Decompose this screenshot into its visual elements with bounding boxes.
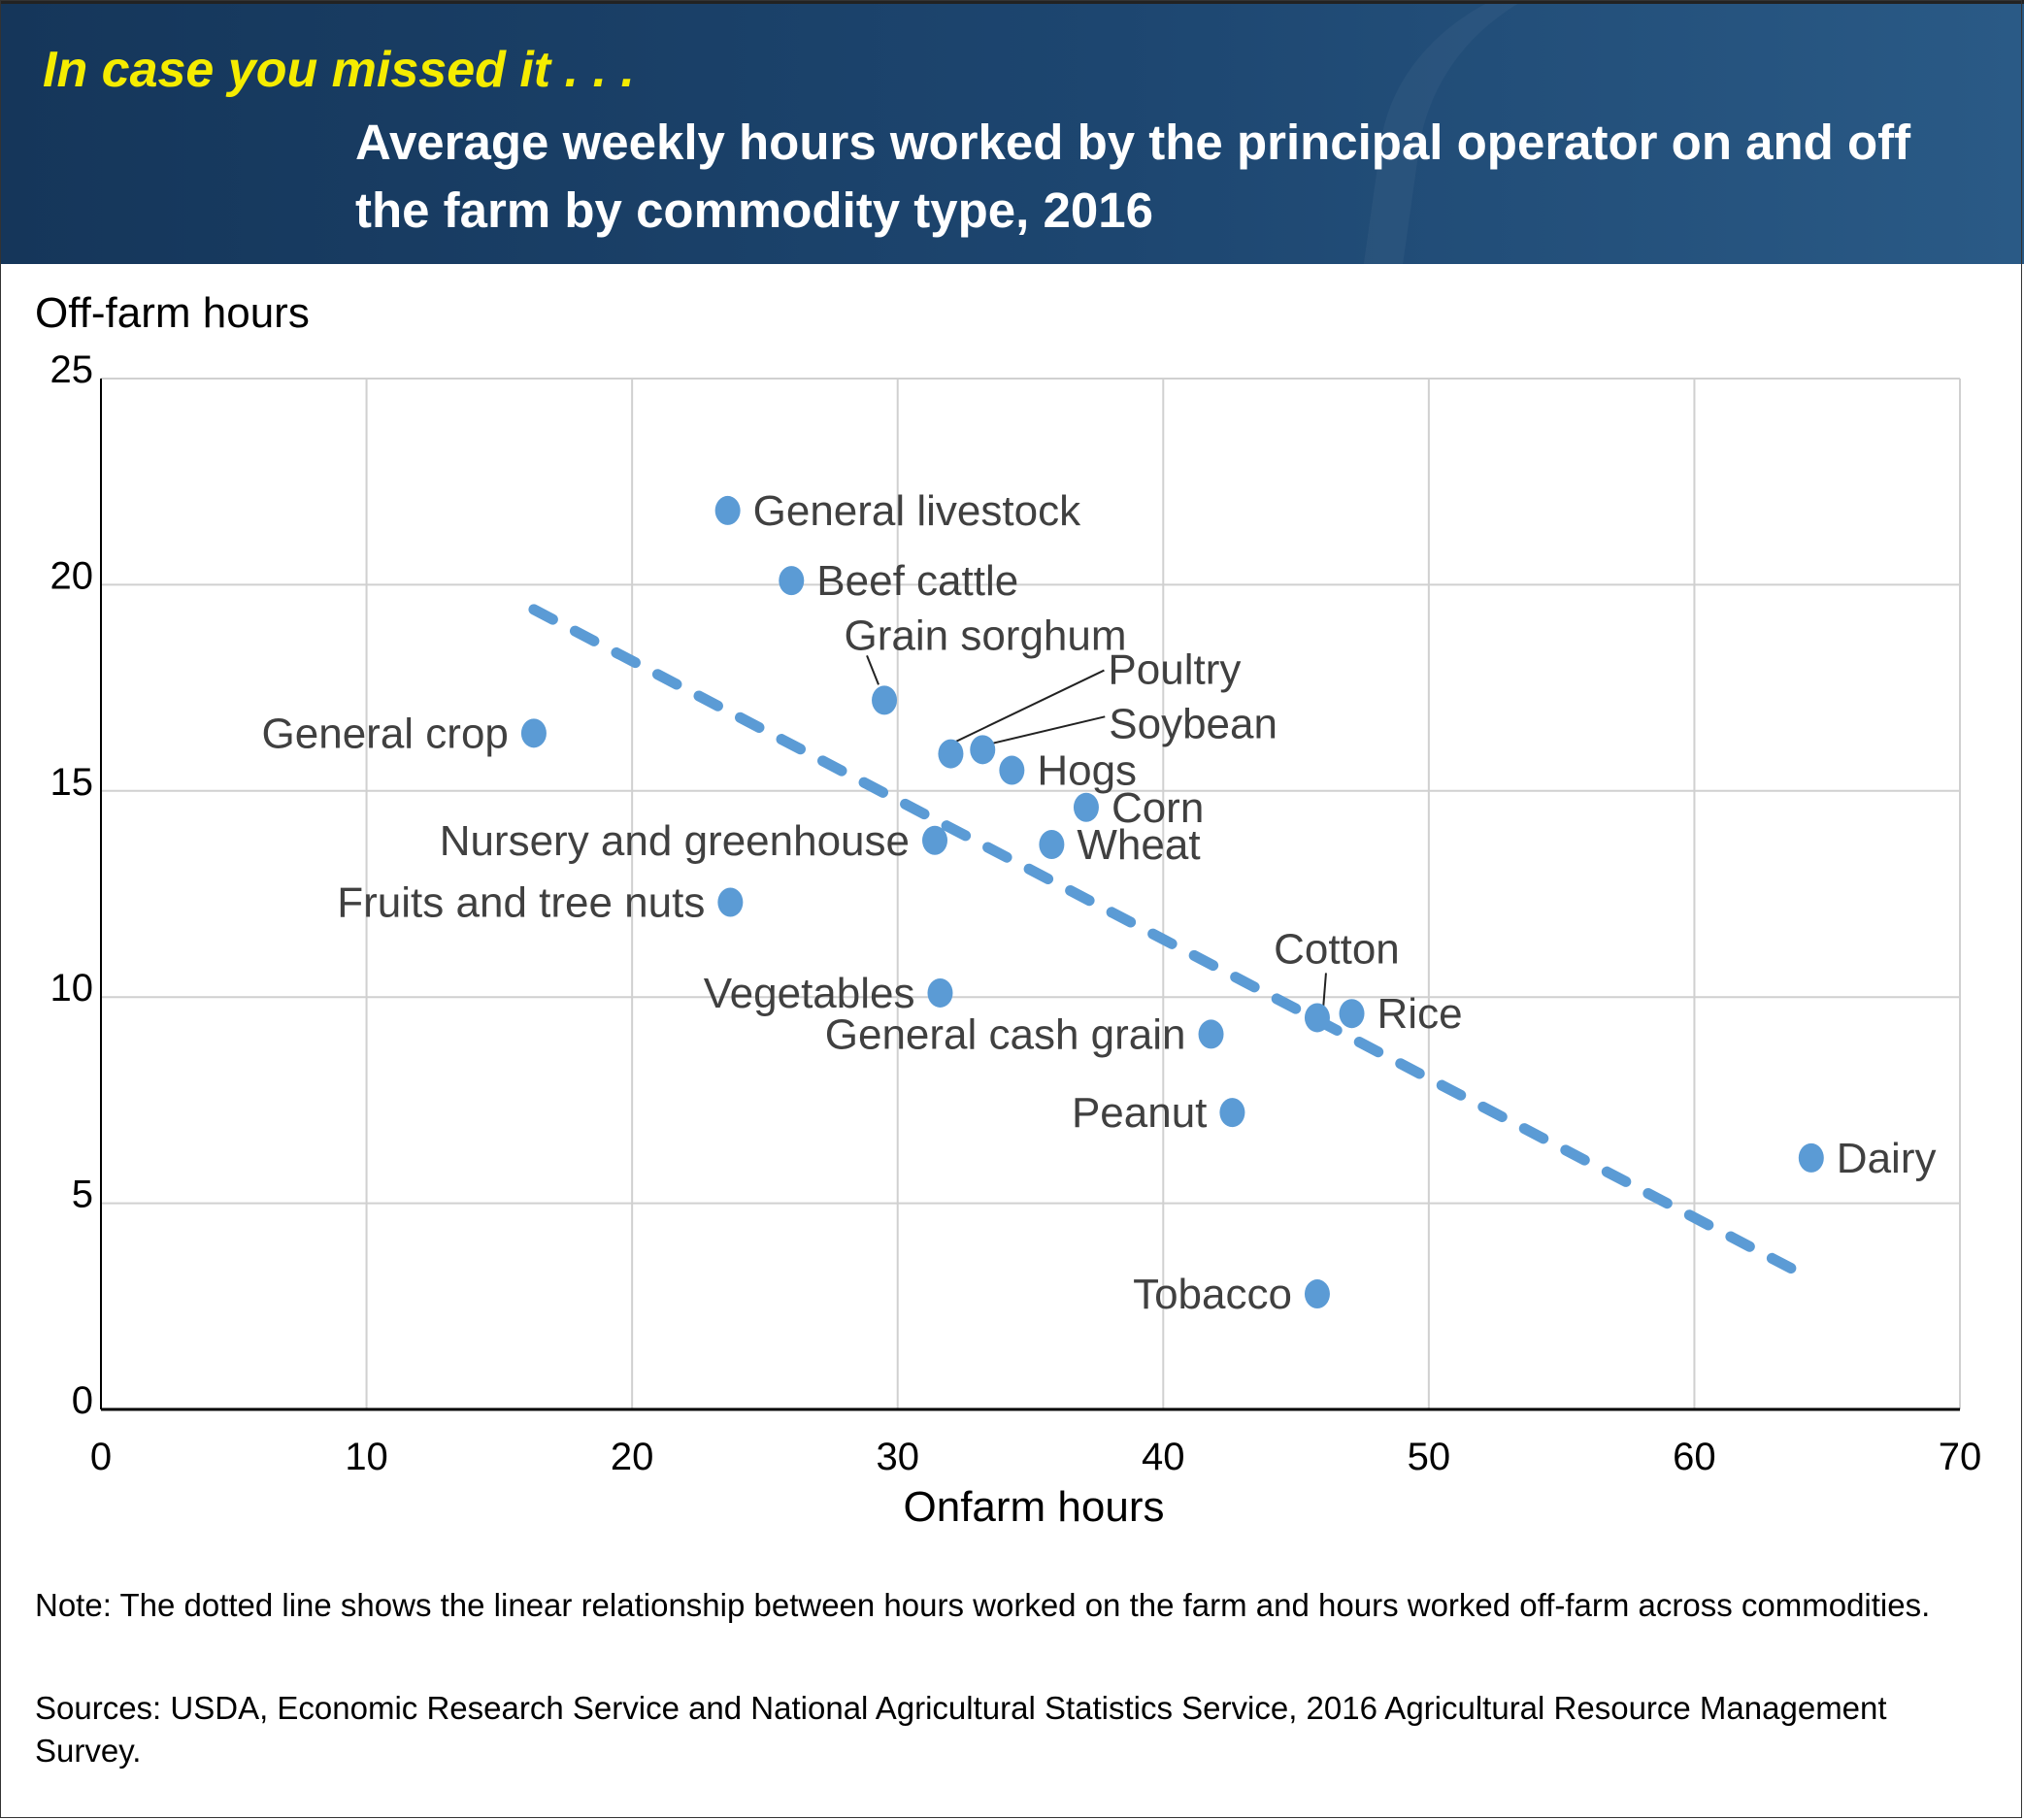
gridlines: [101, 378, 1961, 1409]
point-label: Nursery and greenhouse: [440, 817, 910, 865]
data-point: [1219, 1098, 1245, 1128]
data-point: [1304, 1003, 1330, 1033]
point-label: Tobacco: [1133, 1271, 1292, 1318]
data-point: [717, 887, 744, 917]
point-label: Poultry: [1108, 646, 1241, 694]
x-axis-label: Onfarm hours: [903, 1483, 1165, 1531]
y-tick-label: 15: [50, 761, 94, 804]
data-point: [779, 566, 805, 596]
leader-line: [990, 715, 1106, 745]
point-label: Hogs: [1037, 747, 1137, 795]
top-border: [0, 0, 2024, 4]
data-point: [520, 718, 547, 748]
point-label: General livestock: [753, 487, 1081, 535]
data-points: [520, 495, 1824, 1309]
point-labels: General livestock Beef cattle Grain sorghu…: [262, 487, 1937, 1318]
point-label: Peanut: [1072, 1089, 1207, 1137]
data-point: [872, 685, 898, 715]
data-point: [1073, 792, 1099, 822]
leader-line: [953, 669, 1105, 744]
data-point: [1198, 1019, 1224, 1049]
point-label: Fruits and tree nuts: [337, 878, 705, 926]
x-tick-label: 50: [1408, 1436, 1451, 1478]
x-tick-label: 40: [1142, 1436, 1185, 1478]
point-label: Rice: [1377, 990, 1463, 1038]
x-tick-label: 0: [90, 1436, 112, 1478]
data-point: [1304, 1279, 1330, 1309]
data-point: [970, 735, 996, 765]
point-label: Corn: [1112, 784, 1204, 832]
footnote-sources: Sources: USDA, Economic Research Service…: [35, 1690, 1887, 1769]
point-label: Beef cattle: [816, 557, 1018, 605]
data-point: [999, 755, 1025, 785]
point-label: Vegetables: [704, 970, 915, 1017]
x-tick-label: 10: [345, 1436, 388, 1478]
point-label: Cotton: [1274, 925, 1400, 973]
y-tick-label: 20: [50, 554, 94, 597]
x-tick-label: 20: [611, 1436, 654, 1478]
point-label: Dairy: [1837, 1135, 1937, 1182]
y-tick-label: 10: [50, 967, 94, 1009]
y-axis-label: Off-farm hours: [35, 289, 310, 337]
point-label: Wheat: [1077, 821, 1200, 869]
data-point: [1798, 1142, 1824, 1173]
footnote-note: Note: The dotted line shows the linear r…: [35, 1587, 1931, 1623]
y-tick-label: 5: [72, 1174, 93, 1216]
x-tick-label: 30: [876, 1436, 919, 1478]
point-label: General crop: [262, 710, 509, 757]
leader-line: [1321, 973, 1327, 1010]
kicker-text: In case you missed it . . .: [43, 42, 635, 98]
x-tick-label: 70: [1939, 1436, 1982, 1478]
data-point: [922, 825, 948, 855]
tick-labels: 0 10 20 30 40 50 60 70 0 5 10 15 20 25: [50, 348, 1982, 1478]
leader-lines: [866, 654, 1327, 1010]
trendline-dashed: [528, 604, 1814, 1283]
point-label: Grain sorghum: [845, 612, 1127, 659]
axes: [100, 379, 1960, 1411]
y-tick-label: 25: [50, 348, 94, 391]
data-point: [927, 977, 953, 1008]
header-banner: In case you missed it . . . Average week…: [0, 4, 2024, 264]
data-point: [1039, 830, 1065, 860]
point-label: General cash grain: [825, 1010, 1186, 1058]
trendline: [528, 604, 1814, 1283]
data-point: [714, 495, 741, 525]
x-tick-label: 60: [1673, 1436, 1716, 1478]
point-label: Soybean: [1109, 700, 1277, 747]
data-point: [938, 739, 964, 769]
data-point: [1339, 999, 1365, 1029]
y-tick-label: 0: [72, 1379, 93, 1422]
leader-line: [866, 654, 879, 685]
